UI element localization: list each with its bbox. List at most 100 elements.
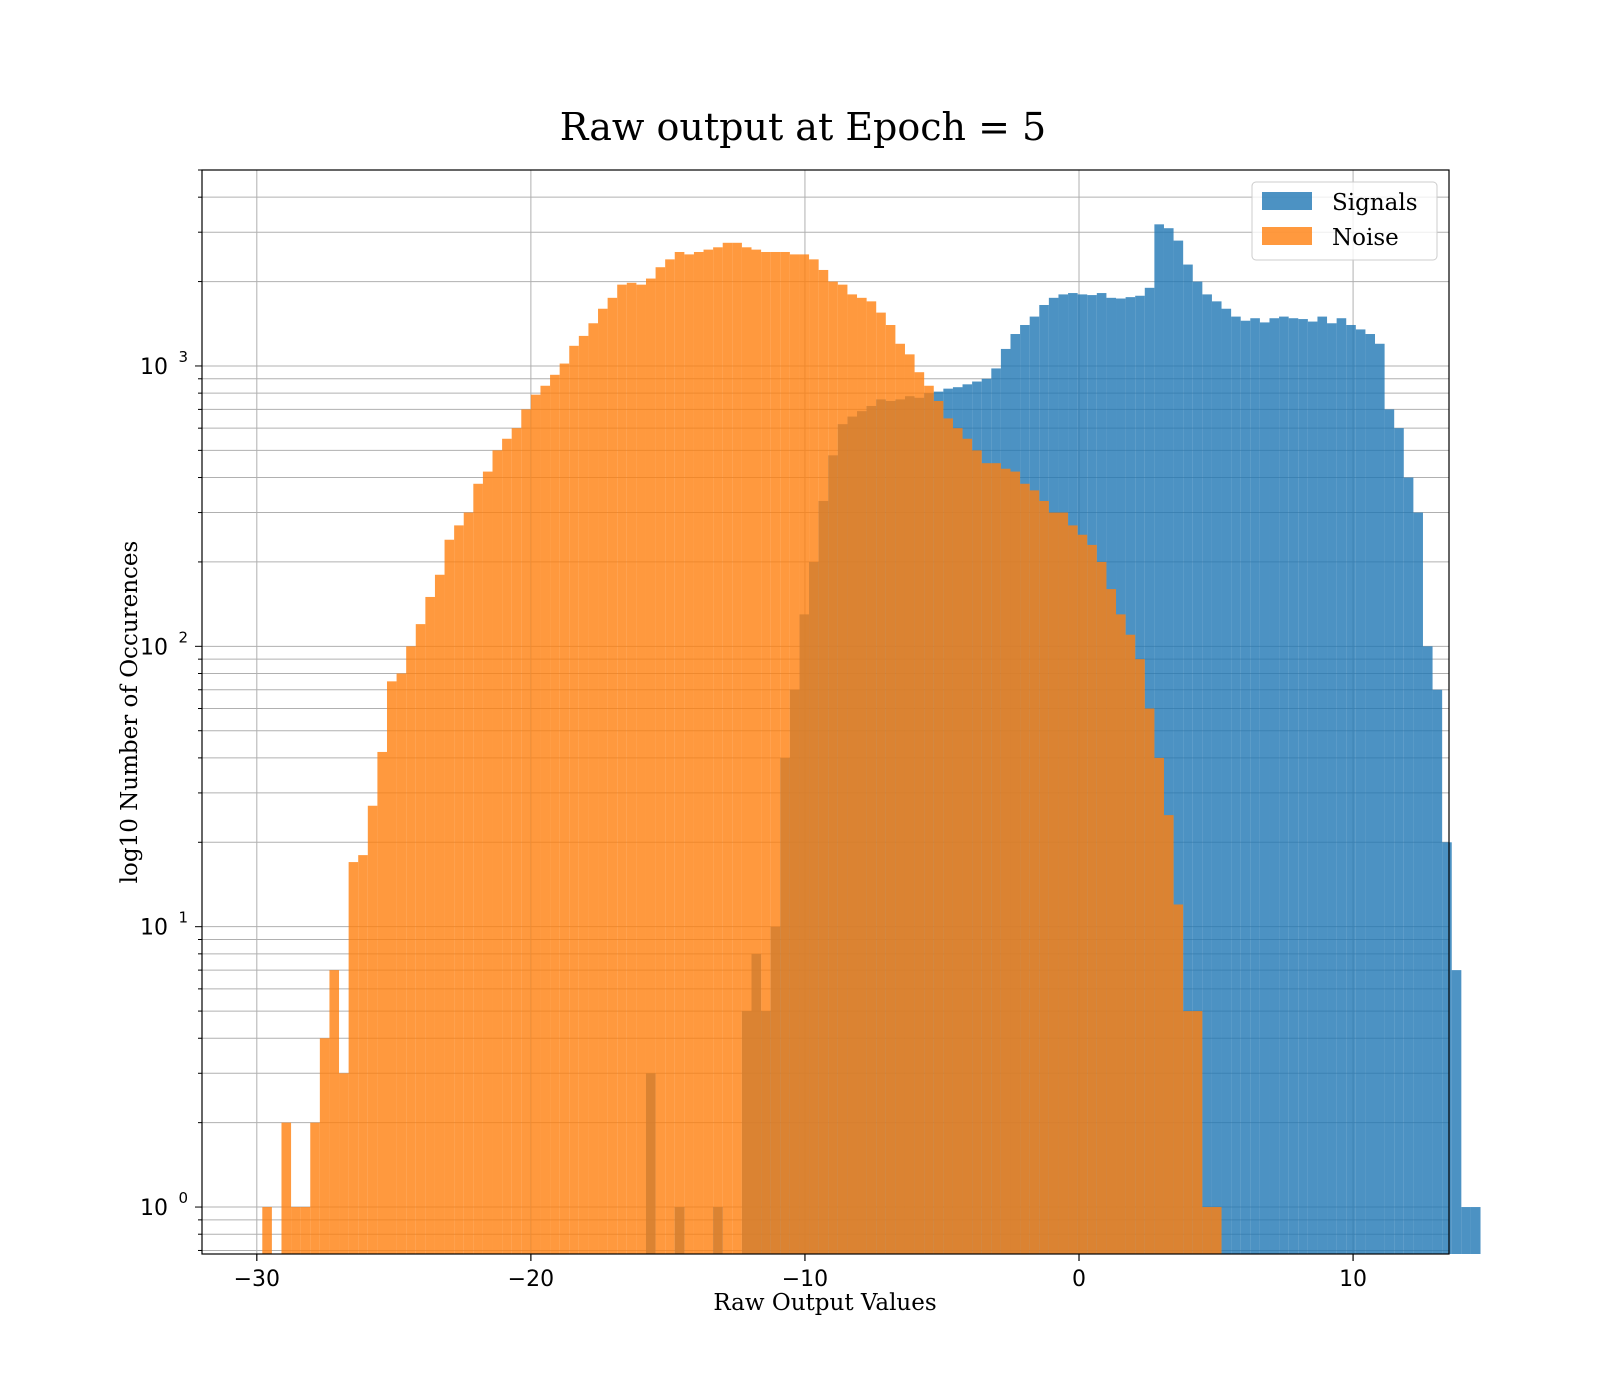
bar-noise-40: [645, 278, 656, 1254]
bar-noise-63: [866, 301, 877, 1254]
bar-noise-77: [1000, 468, 1011, 1254]
bar-signals-67: [1288, 318, 1299, 1254]
bar-noise-84: [1068, 525, 1078, 1254]
bar-signals-64: [1259, 322, 1270, 1254]
bar-noise-29: [540, 385, 551, 1255]
bar-noise-17: [425, 596, 435, 1254]
bar-noise-67: [904, 354, 915, 1254]
bar-noise-16: [415, 624, 426, 1254]
bar-signals-62: [1240, 320, 1251, 1255]
bar-noise-91: [1135, 659, 1145, 1254]
bar-noise-15: [406, 646, 416, 1254]
bar-signals-63: [1250, 318, 1260, 1254]
bar-signals-84: [1451, 970, 1462, 1254]
bar-signals-82: [1432, 689, 1443, 1254]
bar-signals-72: [1336, 318, 1347, 1254]
bar-noise-46: [703, 249, 714, 1255]
bar-noise-78: [1010, 471, 1021, 1255]
legend-label-signals: Signals: [1332, 190, 1418, 216]
bar-noise-10: [358, 855, 368, 1254]
bar-noise-14: [396, 673, 407, 1254]
bar-noise-50: [741, 247, 752, 1254]
bar-signals-53: [1154, 224, 1164, 1254]
axis-ticks: −30 −20 −10 0 10 10 0 10 1 10 2 10 3: [140, 169, 1367, 1292]
bar-noise-90: [1125, 634, 1136, 1254]
bar-signals-69: [1307, 321, 1318, 1254]
bar-noise-54: [780, 251, 790, 1255]
bar-noise-18: [434, 574, 445, 1254]
bar-signals-56: [1183, 264, 1193, 1254]
bar-noise-93: [1154, 757, 1164, 1254]
legend-swatch-signals: [1262, 192, 1312, 210]
bar-signals-58: [1202, 294, 1212, 1254]
bar-noise-2: [281, 1122, 292, 1254]
bar-noise-27: [521, 409, 531, 1254]
bar-signals-65: [1269, 318, 1280, 1254]
bar-noise-71: [943, 418, 953, 1254]
bar-signals-68: [1298, 319, 1308, 1255]
bar-noise-31: [559, 363, 570, 1255]
bar-noise-86: [1087, 544, 1097, 1254]
bars: [262, 224, 1481, 1255]
bar-noise-39: [636, 284, 646, 1254]
y-tick-label-0: 10: [140, 1196, 168, 1221]
bar-noise-55: [789, 254, 800, 1255]
bar-noise-82: [1048, 512, 1059, 1254]
x-tick-label-4: 10: [1339, 1267, 1367, 1292]
bar-noise-9: [348, 862, 359, 1254]
bar-noise-47: [713, 247, 723, 1254]
bar-signals-80: [1413, 512, 1423, 1254]
bar-noise-35: [598, 308, 608, 1254]
bar-noise-25: [502, 438, 512, 1254]
bar-noise-20: [454, 525, 464, 1254]
bar-noise-44: [684, 254, 694, 1255]
bar-noise-33: [578, 335, 589, 1255]
bar-signals-85: [1461, 1207, 1471, 1254]
bar-noise-37: [617, 284, 627, 1254]
bar-noise-85: [1077, 534, 1088, 1254]
bar-noise-61: [847, 294, 858, 1254]
series-noise: [262, 242, 1222, 1255]
bar-signals-83: [1442, 842, 1452, 1254]
bar-noise-34: [588, 323, 599, 1254]
bar-noise-70: [933, 400, 944, 1254]
bar-noise-53: [770, 251, 781, 1255]
y-tick-exponent-0: 0: [178, 1189, 188, 1207]
chart-title: Raw output at Epoch = 5: [560, 105, 1046, 149]
bar-noise-52: [761, 251, 771, 1255]
bar-noise-92: [1144, 708, 1155, 1254]
bar-signals-73: [1346, 324, 1356, 1254]
bar-noise-73: [962, 438, 973, 1254]
bar-noise-69: [924, 385, 934, 1255]
y-tick-exponent-1: 1: [178, 909, 188, 927]
bar-noise-0: [262, 1207, 272, 1254]
legend-swatch-noise: [1262, 227, 1312, 245]
y-tick-label-1: 10: [140, 916, 168, 941]
bar-noise-95: [1173, 904, 1184, 1254]
bar-noise-13: [386, 681, 397, 1254]
y-tick-label-2: 10: [140, 635, 168, 660]
bar-signals-76: [1375, 343, 1385, 1255]
bar-signals-55: [1173, 240, 1184, 1255]
bar-noise-4: [300, 1207, 311, 1254]
bar-signals-57: [1192, 281, 1203, 1254]
bar-noise-79: [1020, 483, 1030, 1255]
bar-noise-57: [809, 259, 819, 1254]
bar-noise-6: [319, 1038, 330, 1254]
bar-noise-24: [492, 450, 503, 1254]
bar-noise-32: [569, 345, 579, 1255]
bar-noise-81: [1039, 500, 1049, 1254]
x-tick-label-1: −20: [508, 1267, 554, 1292]
bar-noise-21: [463, 512, 474, 1254]
bar-signals-81: [1422, 646, 1433, 1254]
bar-noise-89: [1116, 614, 1126, 1254]
bar-signals-71: [1327, 323, 1337, 1254]
bar-signals-54: [1163, 228, 1174, 1254]
bar-noise-66: [895, 343, 905, 1255]
x-tick-label-3: 0: [1072, 1267, 1086, 1292]
bar-noise-45: [693, 251, 704, 1255]
bar-signals-86: [1470, 1207, 1481, 1254]
bar-signals-60: [1221, 308, 1232, 1254]
bar-signals-78: [1394, 428, 1404, 1254]
